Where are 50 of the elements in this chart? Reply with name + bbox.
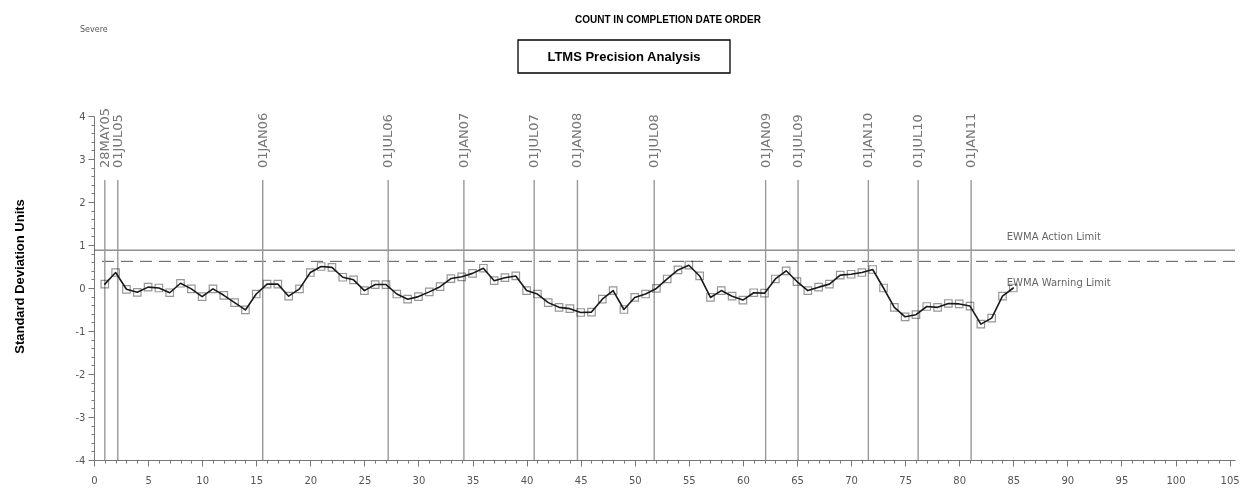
ref-line-label: 01JUL06 (380, 114, 396, 168)
y-tick-label: -3 (75, 411, 86, 423)
ref-line-label: 01JAN08 (569, 112, 585, 168)
y-tick-label: 4 (79, 110, 86, 122)
x-tick-label: 100 (1166, 474, 1186, 486)
y-tick-label: 2 (79, 196, 86, 208)
y-axis-title: Standard Deviation Units (11, 199, 27, 354)
x-tick-label: 20 (304, 474, 318, 486)
ref-line-label: 01JAN11 (963, 112, 979, 168)
x-tick-label: 85 (1007, 474, 1021, 486)
y-tick-label: 0 (79, 282, 86, 294)
x-tick-label: 60 (737, 474, 750, 486)
x-tick-label: 95 (1115, 474, 1129, 486)
x-tick-label: 80 (953, 474, 967, 486)
chart-subtitle: LTMS Precision Analysis (547, 48, 701, 64)
y-tick-label: -2 (75, 368, 86, 380)
x-tick-label: 5 (145, 474, 152, 486)
ref-line-label: 28MAY05 (96, 107, 112, 168)
x-tick-label: 10 (196, 474, 210, 486)
ref-line-label: 01JUL05 (109, 114, 125, 168)
ref-line-label: 01JUL09 (790, 114, 806, 168)
ref-line-label: 01JUL10 (910, 114, 926, 168)
ref-line-label: EWMA Warning Limit (1006, 277, 1111, 289)
x-tick-label: 35 (466, 474, 480, 486)
ref-line-label: 01JUL08 (646, 114, 662, 168)
x-tick-label: 105 (1220, 474, 1240, 486)
x-tick-label: 75 (899, 474, 912, 486)
x-tick-label: 0 (91, 474, 98, 486)
x-tick-label: 55 (682, 474, 696, 486)
y-tick-label: -4 (75, 454, 86, 466)
y-tick-label: -1 (75, 325, 86, 337)
x-tick-label: 15 (250, 474, 264, 486)
ref-line-label: 01JAN06 (254, 112, 270, 168)
x-tick-label: 90 (1061, 474, 1075, 486)
ref-line-label: 01JAN09 (757, 112, 773, 168)
y-tick-label: 3 (79, 153, 86, 165)
chart-title: COUNT IN COMPLETION DATE ORDER (575, 14, 762, 25)
ref-line-label: EWMA Action Limit (1006, 231, 1102, 243)
y-tick-label: 1 (79, 239, 86, 251)
x-tick-label: 40 (520, 474, 534, 486)
x-tick-label: 45 (574, 474, 588, 486)
x-tick-label: 50 (628, 474, 642, 486)
x-tick-label: 30 (412, 474, 426, 486)
x-tick-label: 70 (845, 474, 858, 486)
ref-line-label: 01JUL07 (526, 114, 542, 168)
ref-line-label: 01JAN10 (860, 112, 876, 168)
ref-line-label: 01JAN07 (455, 112, 471, 168)
text: Severe (80, 25, 108, 34)
x-tick-label: 65 (791, 474, 804, 486)
x-tick-label: 25 (358, 474, 372, 486)
